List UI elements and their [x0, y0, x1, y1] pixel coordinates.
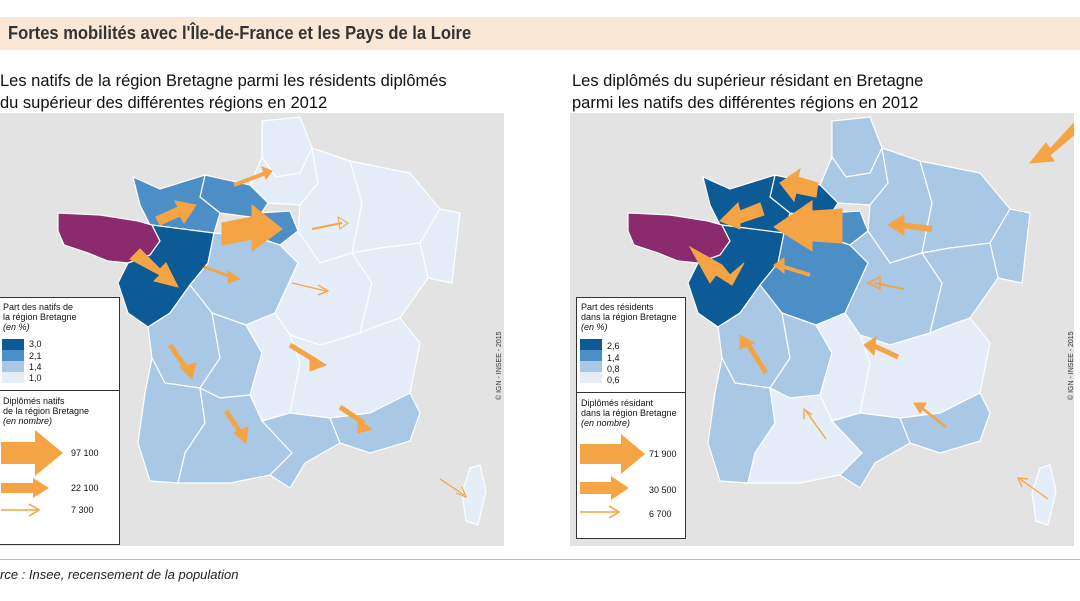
- right-legend: Part des résidents dans la région Bretag…: [576, 297, 686, 539]
- flow-arrow-bourgogne: [291, 282, 327, 292]
- flow-arrows: [688, 122, 1074, 500]
- left-legend-share-value-2: 2,1: [29, 351, 42, 361]
- flow-arrow-auvergne: [870, 342, 900, 360]
- right-legend-separator: [577, 392, 685, 393]
- flow-arrow-pays-de-la-loire: [688, 245, 745, 286]
- right-legend-flow-unit: (en nombre): [581, 418, 631, 428]
- left-legend-share-value-3: 1,4: [29, 362, 42, 372]
- left-legend-flow-value-3: 7 300: [71, 505, 94, 515]
- right-map-title-line2: parmi les natifs des différentes régions…: [572, 94, 919, 112]
- right-legend-share-title-2: dans la région Bretagne: [581, 312, 677, 322]
- left-legend-flow-title-2: de la région Bretagne: [3, 406, 90, 416]
- left-legend-share-title-2: la région Bretagne: [3, 312, 77, 322]
- left-legend-arrows: [1, 430, 63, 517]
- right-legend-flow-value-1: 71 900: [649, 449, 677, 459]
- left-legend-share-value-4: 1,0: [29, 373, 42, 383]
- right-legend-arrow-large: [580, 434, 645, 474]
- region-rhone-alpes: [859, 317, 991, 419]
- left-legend-flow-title-1: Diplômés natifs: [3, 396, 65, 406]
- left-map-title: Les natifs de la région Bretagne parmi l…: [0, 70, 447, 114]
- flow-arrow-haute-normandie: [779, 167, 819, 203]
- flow-arrow-corse: [1019, 478, 1049, 500]
- left-legend-swatch-1: [2, 339, 24, 350]
- left-legend-share-title-1: Part des natifs de: [3, 302, 74, 312]
- region-provence-alpes-cote-d-azur: [899, 392, 991, 454]
- left-map-title-line1: Les natifs de la région Bretagne parmi l…: [0, 72, 447, 90]
- region-corse: [1031, 464, 1057, 526]
- right-map-credit: © IGN - INSEE - 2015: [1068, 331, 1075, 400]
- flow-arrow-bourgogne: [873, 282, 905, 290]
- region-provence-alpes-cote-d-azur: [329, 392, 421, 454]
- left-legend-swatch-4: [2, 372, 24, 383]
- right-legend-swatch-3: [580, 361, 602, 372]
- left-legend-arrow-large: [1, 430, 63, 476]
- footer-rule: [0, 559, 1080, 560]
- figure-title: Fortes mobilités avec l'Île-de-France et…: [8, 23, 472, 43]
- flow-arrow-basse-normandie: [719, 202, 765, 230]
- flow-arrow-basse-normandie: [155, 200, 197, 226]
- flow-arrow-lorraine: [899, 222, 933, 232]
- right-map-title: Les diplômés du supérieur résidant en Br…: [572, 70, 923, 114]
- right-legend-flow-title-1: Diplômés résidant: [581, 398, 654, 408]
- right-legend-swatch-2: [580, 350, 602, 361]
- flow-arrow-champagne: [311, 222, 343, 230]
- left-legend-arrow-medium: [1, 478, 49, 498]
- right-legend-share-title-1: Part des résidents: [581, 302, 654, 312]
- left-map-credit: © IGN - INSEE - 2015: [496, 331, 503, 400]
- left-legend: Part des natifs de la région Bretagne (e…: [0, 297, 120, 545]
- right-legend-flow-value-2: 30 500: [649, 485, 677, 495]
- right-legend-share-value-4: 0,6: [607, 375, 620, 385]
- left-legend-share-unit: (en %): [3, 322, 30, 332]
- flow-arrow-pays-de-la-loire: [129, 248, 179, 288]
- flow-arrow-centre: [203, 265, 233, 279]
- right-map-title-line1: Les diplômés du supérieur résidant en Br…: [572, 72, 924, 90]
- right-legend-arrows: [580, 434, 645, 519]
- right-legend-share-unit: (en %): [581, 322, 608, 332]
- region-rhone-alpes: [289, 317, 421, 419]
- right-map: Part des résidents dans la région Bretag…: [570, 113, 1074, 546]
- flow-arrow-nord-overseas: [1028, 122, 1074, 164]
- flow-arrow-midi-pyrenees: [805, 410, 827, 440]
- right-legend-swatch-4: [580, 372, 602, 383]
- right-legend-share-value-3: 0,8: [607, 364, 620, 374]
- left-legend-swatch-2: [2, 350, 24, 361]
- left-legend-flow-value-2: 22 100: [71, 483, 99, 493]
- flow-arrows: [129, 166, 468, 499]
- source-note: rce : Insee, recensement de la populatio…: [0, 567, 239, 582]
- left-legend-share-value-1: 3,0: [29, 339, 42, 349]
- flow-arrow-haute-normandie: [233, 171, 267, 187]
- left-legend-separator: [0, 390, 119, 391]
- right-map-graphic: [570, 113, 1074, 546]
- region-alsace: [989, 208, 1031, 284]
- right-legend-swatch-1: [580, 339, 602, 350]
- left-legend-flow-value-1: 97 100: [71, 448, 99, 458]
- left-map: Part des natifs de la région Bretagne (e…: [0, 113, 504, 546]
- left-legend-swatch-3: [2, 361, 24, 372]
- right-legend-arrow-medium: [580, 476, 629, 500]
- flow-arrow-poitou: [743, 339, 769, 375]
- left-map-graphic: [0, 113, 504, 546]
- region-alsace: [419, 208, 461, 284]
- flow-arrow-ile-de-france: [221, 203, 283, 252]
- right-legend-flow-value-3: 6 700: [649, 509, 672, 519]
- region-languedoc-roussillon: [260, 412, 341, 489]
- left-legend-flow-unit: (en nombre): [3, 416, 53, 426]
- right-legend-flow-title-2: dans la région Bretagne: [581, 408, 677, 418]
- left-map-title-line2: du supérieur des différentes régions en …: [0, 94, 328, 112]
- flow-arrow-corse: [439, 478, 465, 496]
- right-legend-share-value-1: 2,6: [607, 341, 620, 351]
- right-legend-share-value-2: 1,4: [607, 353, 620, 363]
- figure-header: Fortes mobilités avec l'Île-de-France et…: [0, 17, 1080, 50]
- flow-arrow-ile-de-france: [773, 200, 843, 252]
- region-languedoc-roussillon: [830, 412, 911, 489]
